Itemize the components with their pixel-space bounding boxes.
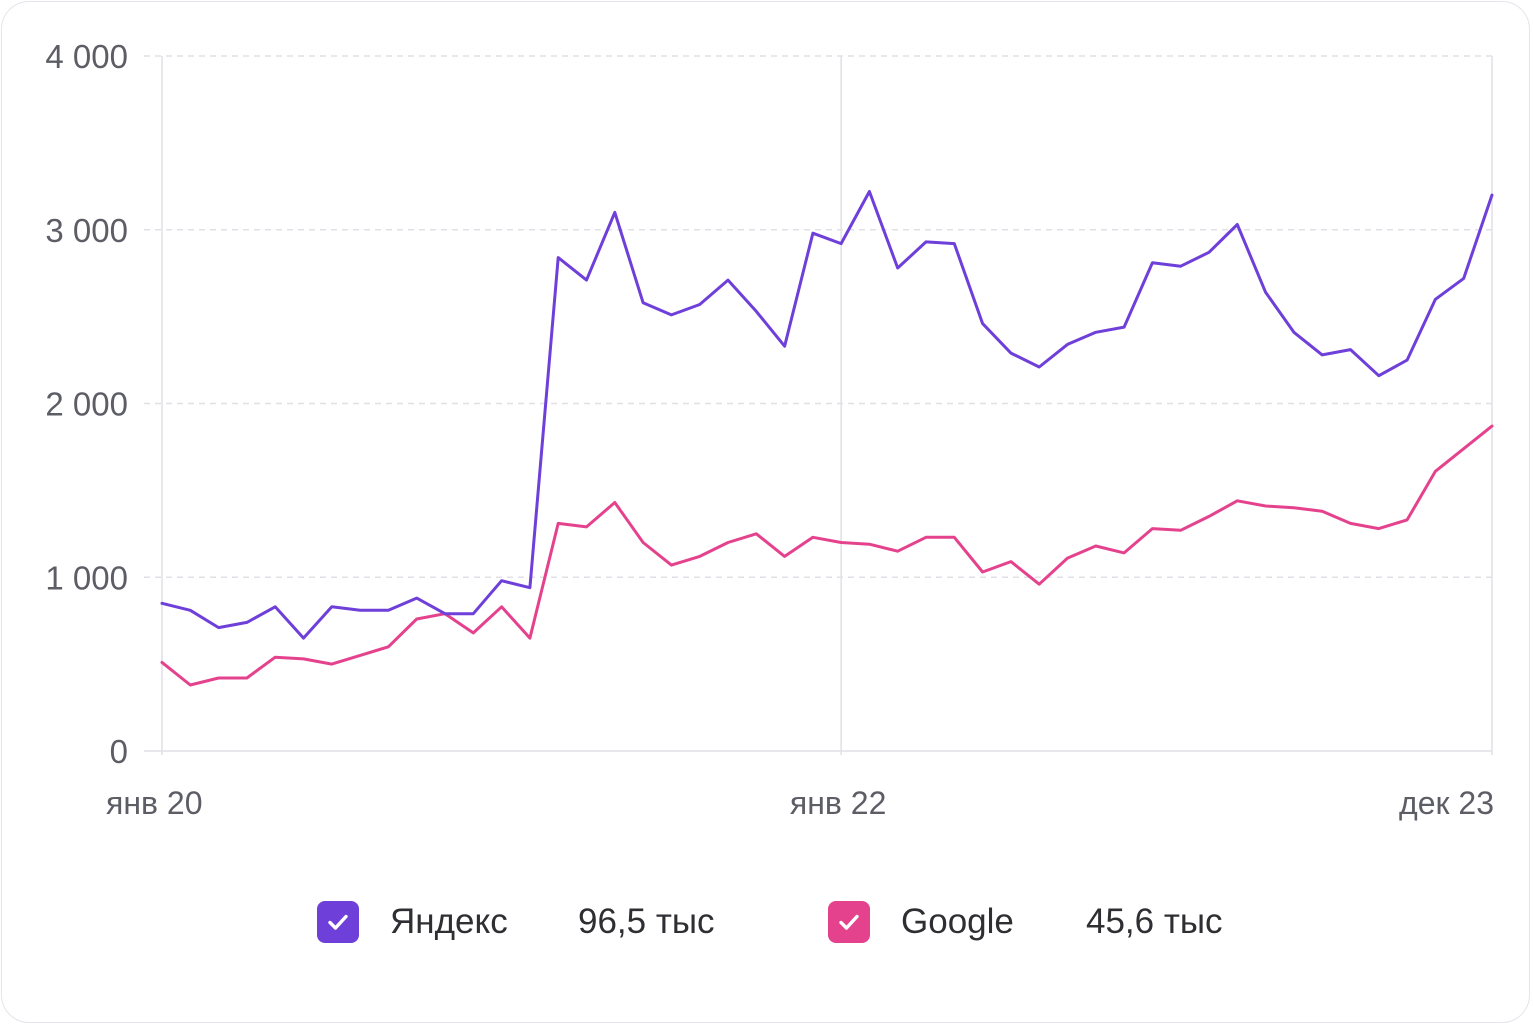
google-checkbox[interactable]	[828, 901, 870, 943]
legend-total-google: 45,6 тыс	[1086, 902, 1223, 941]
y-tick-label: 2 000	[45, 386, 128, 423]
check-icon	[328, 914, 348, 930]
grid-layer	[144, 55, 1493, 755]
check-icon	[839, 914, 859, 930]
legend-label-google: Google	[901, 902, 1014, 941]
series-layer	[160, 190, 1494, 687]
legend-total-yandex: 96,5 тыс	[578, 902, 715, 941]
y-tick-label: 0	[110, 733, 128, 770]
series-line-google	[160, 424, 1494, 687]
y-tick-label: 3 000	[45, 212, 128, 249]
y-tick-label: 1 000	[45, 559, 128, 596]
axis-layer: 0 1 000 2 000 3 000 4 000 янв 20 янв 22 дек 23	[45, 38, 1494, 821]
yandex-checkbox[interactable]	[317, 901, 359, 943]
y-tick-label: 4 000	[45, 38, 128, 75]
x-tick-label: янв 20	[106, 785, 202, 821]
legend: Яндекс 96,5 тыс Google 45,6 тыс	[0, 890, 1533, 954]
x-tick-label: янв 22	[790, 785, 886, 821]
x-tick-label: дек 23	[1399, 785, 1494, 821]
series-line-yandex	[160, 190, 1494, 640]
legend-label-yandex: Яндекс	[390, 902, 508, 941]
